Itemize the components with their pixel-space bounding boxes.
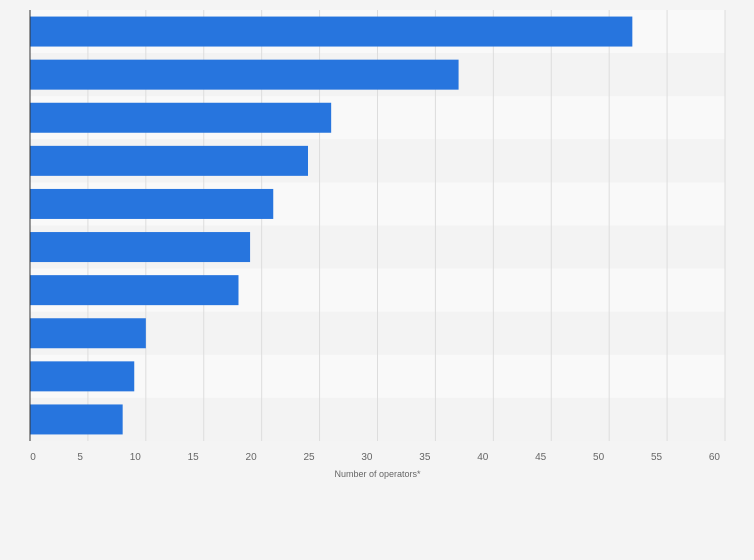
bar: [30, 232, 251, 263]
x-tick-label: 10: [130, 452, 142, 463]
x-tick-label: 45: [535, 452, 547, 463]
x-tick-label: 15: [188, 452, 200, 463]
x-axis-ticks: 0 5 10 15 20 25 30 35 40 45 50 55 60: [30, 452, 720, 463]
bar-series: [30, 16, 633, 435]
x-tick-label: 25: [303, 452, 315, 463]
bar: [30, 361, 135, 392]
x-tick-label: 40: [477, 452, 489, 463]
x-tick-label: 0: [30, 452, 36, 463]
bar: [30, 275, 239, 306]
x-tick-label: 30: [361, 452, 373, 463]
bar: [30, 16, 633, 47]
x-tick-label: 35: [419, 452, 431, 463]
x-tick-label: 50: [593, 452, 605, 463]
bar: [30, 102, 332, 133]
x-tick-label: 5: [77, 452, 83, 463]
bar: [30, 318, 146, 349]
x-tick-label: 20: [246, 452, 258, 463]
x-tick-label: 60: [709, 452, 721, 463]
bar: [30, 59, 459, 90]
x-axis-title: Number of operators*: [334, 469, 421, 479]
bar: [30, 188, 274, 219]
x-tick-label: 55: [651, 452, 663, 463]
bar: [30, 404, 123, 435]
bar: [30, 145, 308, 176]
